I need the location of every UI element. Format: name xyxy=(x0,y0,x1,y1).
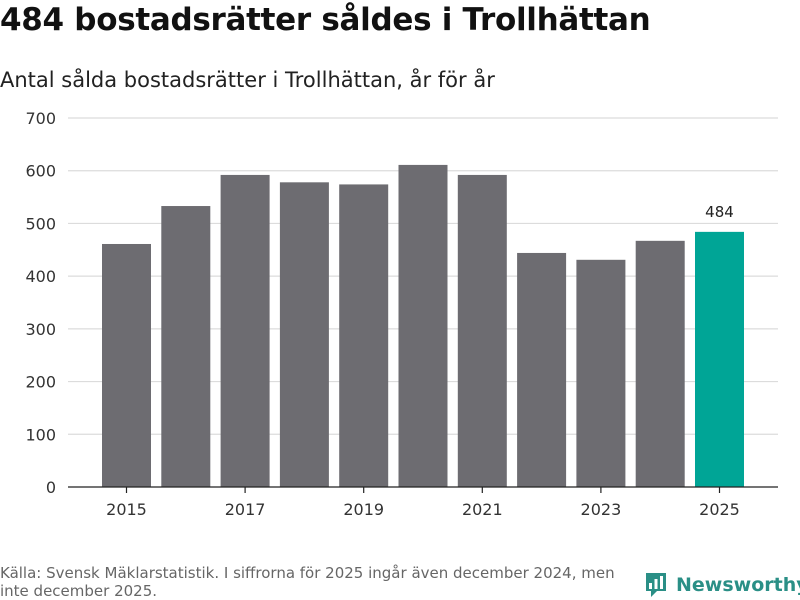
bar-2020 xyxy=(398,164,448,487)
bar-2017 xyxy=(220,174,270,487)
y-tick-label: 500 xyxy=(25,214,56,233)
data-label: 484 xyxy=(705,203,734,221)
bar-2016 xyxy=(161,206,211,488)
x-tick-label: 2025 xyxy=(699,500,740,519)
data-labels: 484 xyxy=(705,203,734,221)
x-tick-label: 2023 xyxy=(581,500,622,519)
x-tick-label: 2017 xyxy=(225,500,266,519)
y-tick-label: 0 xyxy=(46,478,56,497)
bars xyxy=(102,164,744,488)
x-tick-label: 2021 xyxy=(462,500,503,519)
newsworthy-icon xyxy=(646,573,666,597)
bar-2022 xyxy=(517,252,567,487)
bar-2025 xyxy=(695,231,744,487)
x-tick-label: 2019 xyxy=(343,500,384,519)
bar-2019 xyxy=(339,184,389,488)
bar-2021 xyxy=(457,174,507,487)
y-tick-label: 400 xyxy=(25,267,56,286)
y-tick-label: 600 xyxy=(25,162,56,181)
bar-2024 xyxy=(635,240,685,487)
source-note: Källa: Svensk Mäklarstatistik. I siffror… xyxy=(0,564,615,600)
bar-2023 xyxy=(576,259,626,487)
y-axis-ticks: 0 100 200 300 400 500 600 700 xyxy=(25,109,56,497)
brand-logo: Newsworthy xyxy=(644,570,800,600)
brand-name: Newsworthy xyxy=(676,574,800,596)
bar-2015 xyxy=(102,243,151,487)
bar-2018 xyxy=(279,182,329,487)
x-tick-label: 2015 xyxy=(106,500,147,519)
y-tick-label: 700 xyxy=(25,109,56,128)
y-tick-label: 100 xyxy=(25,425,56,444)
y-tick-label: 300 xyxy=(25,320,56,339)
chart-title: 484 bostadsrätter såldes i Trollhättan xyxy=(0,2,651,38)
x-axis-ticks: 2015 2017 2019 2021 2023 2025 xyxy=(106,487,740,519)
y-tick-label: 200 xyxy=(25,373,56,392)
chart-subtitle: Antal sålda bostadsrätter i Trollhättan,… xyxy=(0,68,495,92)
